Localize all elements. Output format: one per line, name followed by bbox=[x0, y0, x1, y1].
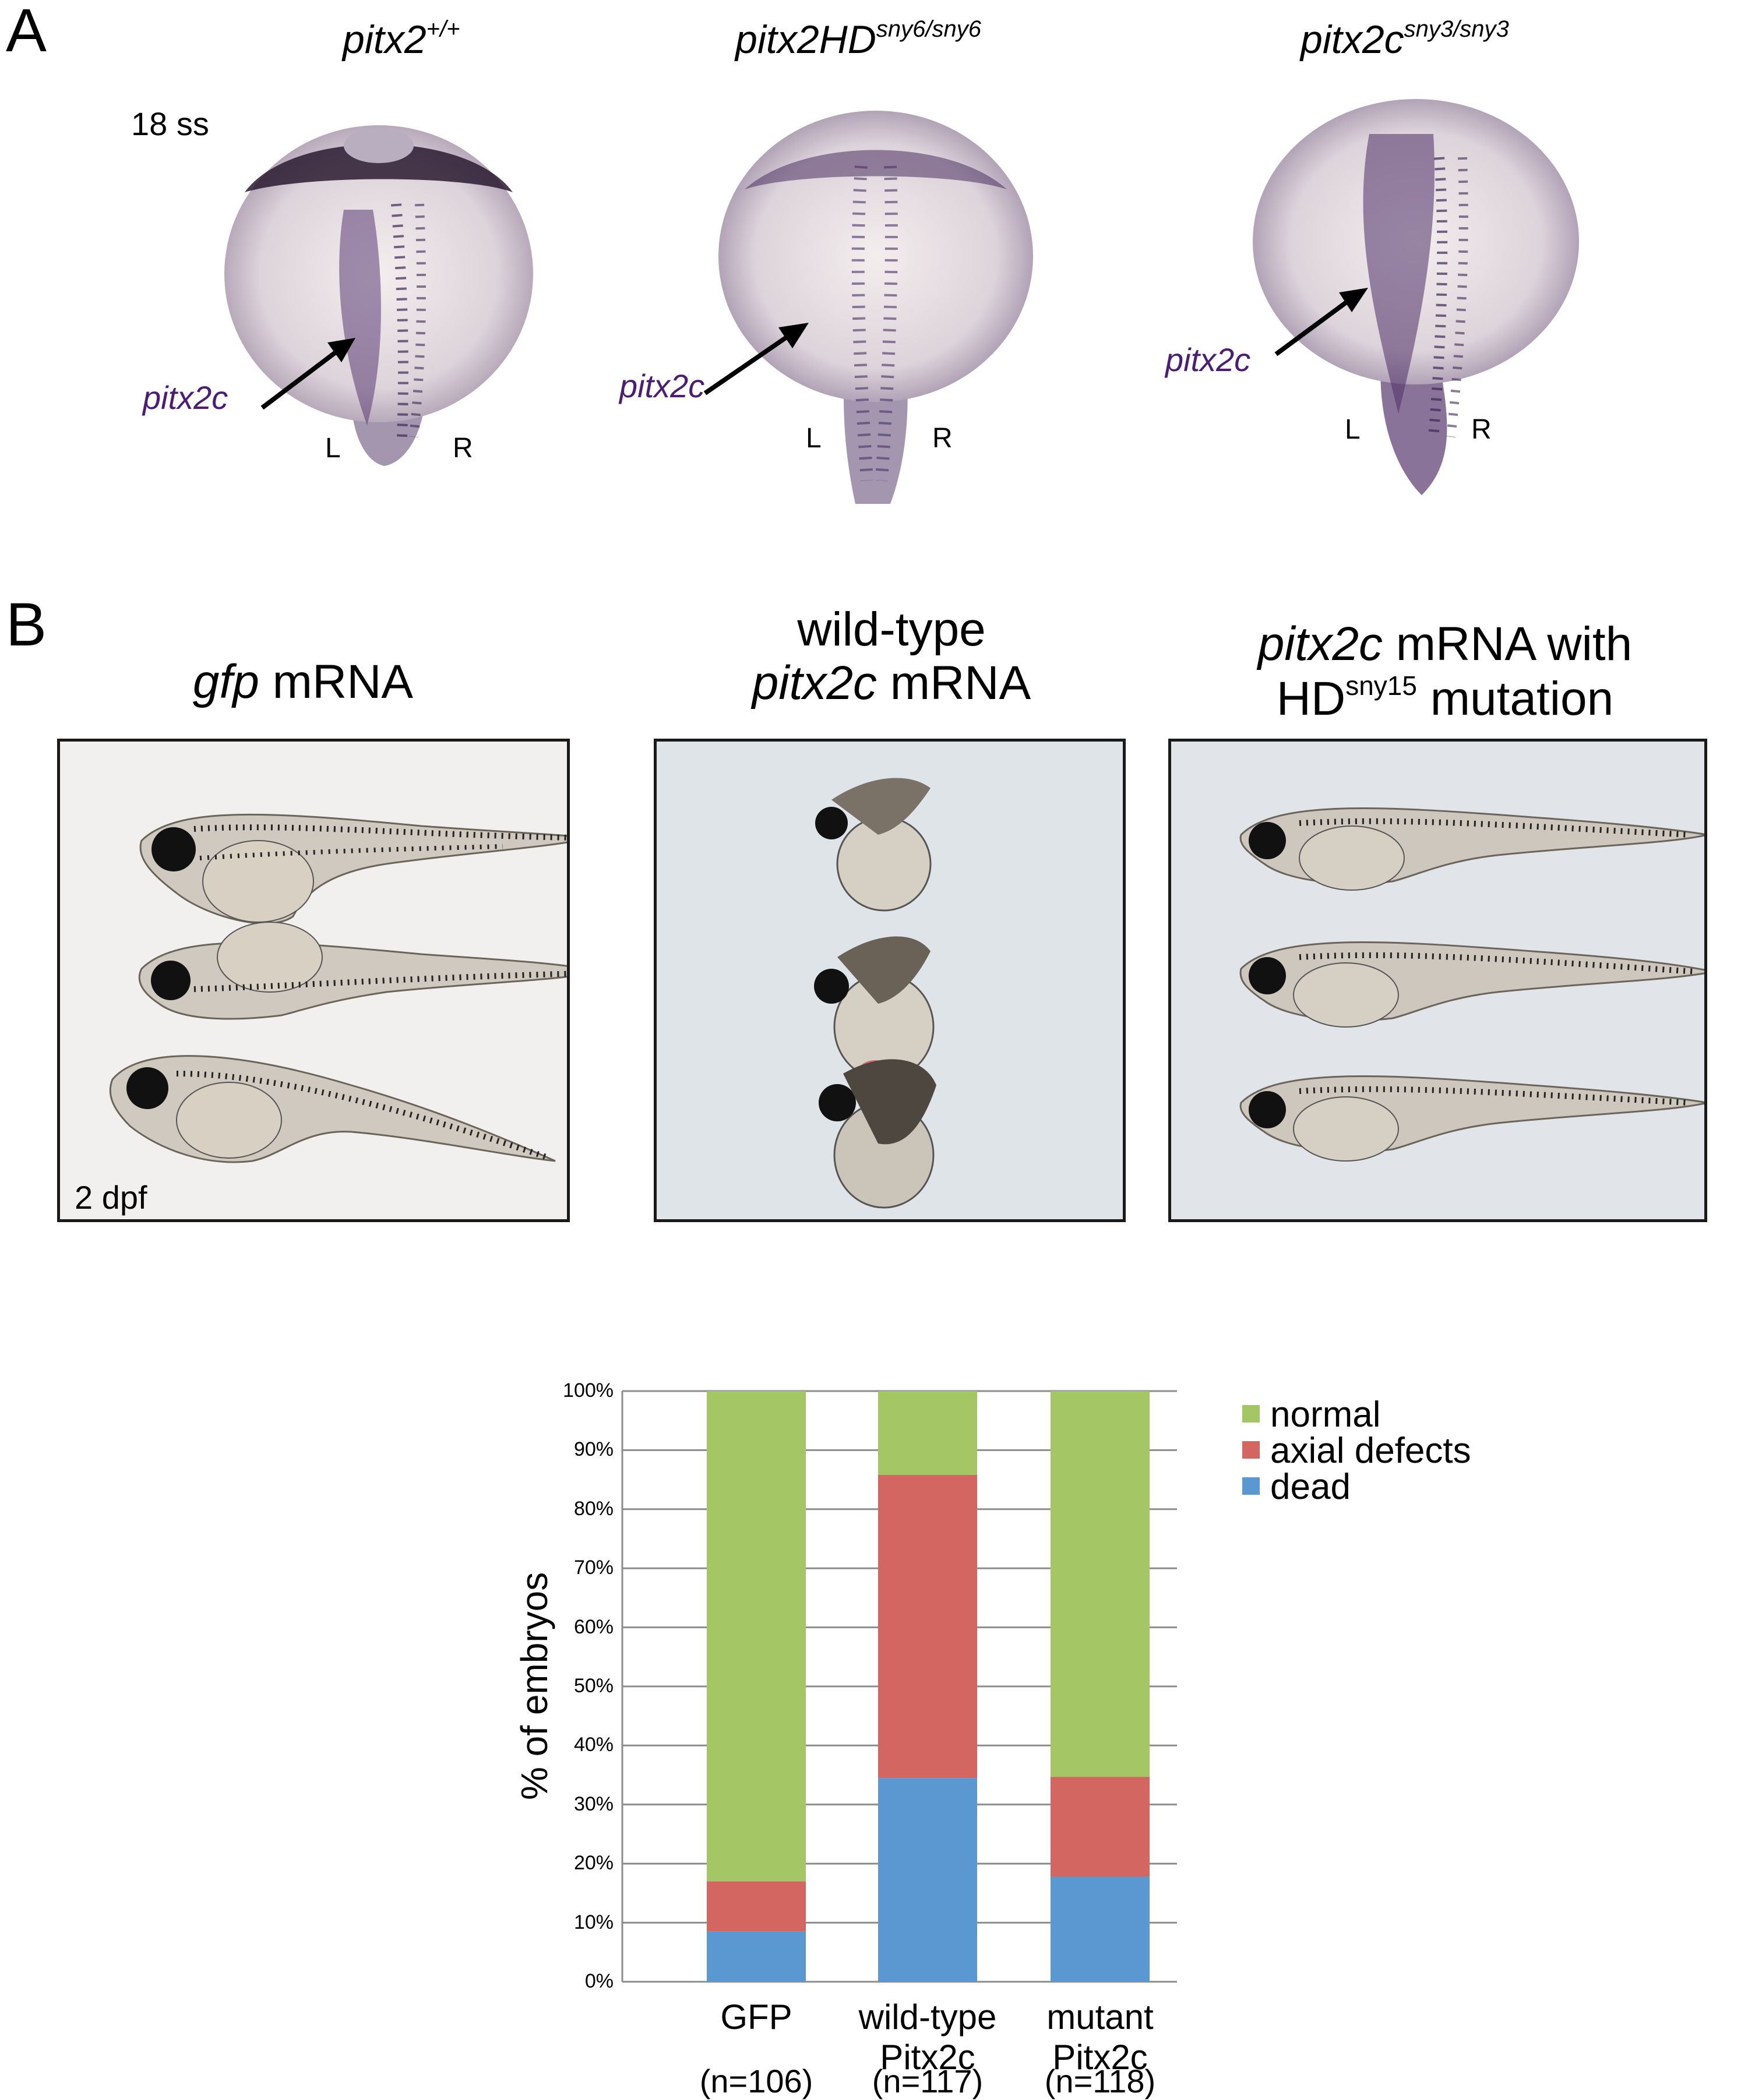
y-tick-label: 30% bbox=[573, 1792, 614, 1815]
x-category-label: wild-type Pitx2c bbox=[831, 1997, 1024, 2077]
x-category-line: wild-type bbox=[858, 1997, 997, 2037]
sample-size-label: (n=117) bbox=[872, 2063, 984, 2099]
legend-label: normal bbox=[1270, 1395, 1381, 1435]
legend-label: dead bbox=[1270, 1467, 1351, 1507]
pitx2c-arrow-2 bbox=[703, 323, 809, 396]
bar-segment-axial-defects bbox=[1051, 1777, 1150, 1877]
y-tick-label: 90% bbox=[573, 1438, 614, 1461]
pitx2c-arrow-3 bbox=[1274, 288, 1368, 357]
bar-segment-normal bbox=[878, 1391, 977, 1475]
y-tick-label: 70% bbox=[573, 1557, 614, 1579]
x-category-line: Pitx2c bbox=[880, 2038, 975, 2077]
stage-label-2dpf: 2 dpf bbox=[75, 1179, 147, 1216]
y-tick-label: 80% bbox=[573, 1497, 614, 1520]
photo-wildtype-pitx2c-mrna bbox=[654, 739, 1126, 1222]
x-category-line: GFP bbox=[720, 1997, 792, 2037]
embryo-image-wildtype bbox=[224, 125, 533, 466]
y-tick-label: 60% bbox=[573, 1615, 614, 1638]
condition-title-gfp: gfp mRNA bbox=[192, 655, 414, 708]
y-tick-label: 40% bbox=[573, 1734, 614, 1756]
right-label-2: R bbox=[932, 423, 953, 454]
y-tick-label: 0% bbox=[584, 1970, 614, 1992]
pitx2c-label-2: pitx2c bbox=[619, 368, 705, 404]
y-tick-label: 20% bbox=[573, 1852, 614, 1875]
x-category-line: Pitx2c bbox=[1052, 2038, 1148, 2077]
x-category-label: GFP bbox=[660, 1997, 852, 2037]
condition-title-mutant: pitx2c mRNA with HDsny15 mutation bbox=[1257, 617, 1633, 725]
y-tick-label: 10% bbox=[573, 1911, 614, 1933]
photo-gfp-mrna: 2 dpf bbox=[57, 739, 570, 1222]
legend-swatch bbox=[1242, 1477, 1260, 1495]
sample-size-label: (n=118) bbox=[1044, 2063, 1156, 2099]
left-label-3: L bbox=[1345, 414, 1361, 445]
pitx2c-label-3: pitx2c bbox=[1165, 341, 1251, 378]
legend-swatch bbox=[1242, 1441, 1260, 1459]
right-label-3: R bbox=[1471, 414, 1492, 445]
y-tick-label: 100% bbox=[563, 1379, 614, 1402]
larvae-gfp bbox=[109, 813, 567, 1163]
genotype-label-2: pitx2HDsny6/sny6 bbox=[735, 16, 981, 62]
x-category-label: mutant Pitx2c bbox=[1004, 1997, 1196, 2077]
pitx2c-arrow-1 bbox=[260, 338, 355, 410]
x-category-line: mutant bbox=[1046, 1997, 1154, 2037]
bar-segment-axial-defects bbox=[878, 1474, 977, 1778]
photo-mutant-pitx2c-mrna bbox=[1168, 739, 1707, 1222]
larvae-mutant bbox=[1239, 807, 1704, 1162]
left-label-2: L bbox=[806, 423, 822, 454]
left-label-1: L bbox=[325, 433, 341, 464]
bar-segment-dead bbox=[878, 1778, 977, 1982]
larvae-wildtype bbox=[814, 778, 936, 1209]
panel-a-letter: A bbox=[6, 0, 47, 65]
bar-segment-dead bbox=[707, 1931, 806, 1982]
bar-segment-axial-defects bbox=[707, 1881, 806, 1932]
y-tick-label: 50% bbox=[573, 1675, 614, 1697]
genotype-label-1: pitx2+/+ bbox=[343, 16, 460, 62]
stage-label-18ss: 18 ss bbox=[131, 105, 209, 142]
bar-segment-dead bbox=[1051, 1876, 1150, 1982]
condition-title-wildtype: wild-type pitx2c mRNA bbox=[752, 603, 1031, 710]
legend-swatch bbox=[1242, 1405, 1260, 1423]
bar-segment-normal bbox=[707, 1391, 806, 1882]
legend-label: axial defects bbox=[1270, 1431, 1471, 1471]
panel-b-letter: B bbox=[6, 591, 47, 659]
sample-size-label: (n=106) bbox=[699, 2063, 813, 2099]
pitx2c-label-1: pitx2c bbox=[143, 379, 228, 416]
bar-segment-normal bbox=[1051, 1391, 1150, 1777]
right-label-1: R bbox=[453, 433, 473, 464]
genotype-label-3: pitx2csny3/sny3 bbox=[1301, 16, 1509, 62]
